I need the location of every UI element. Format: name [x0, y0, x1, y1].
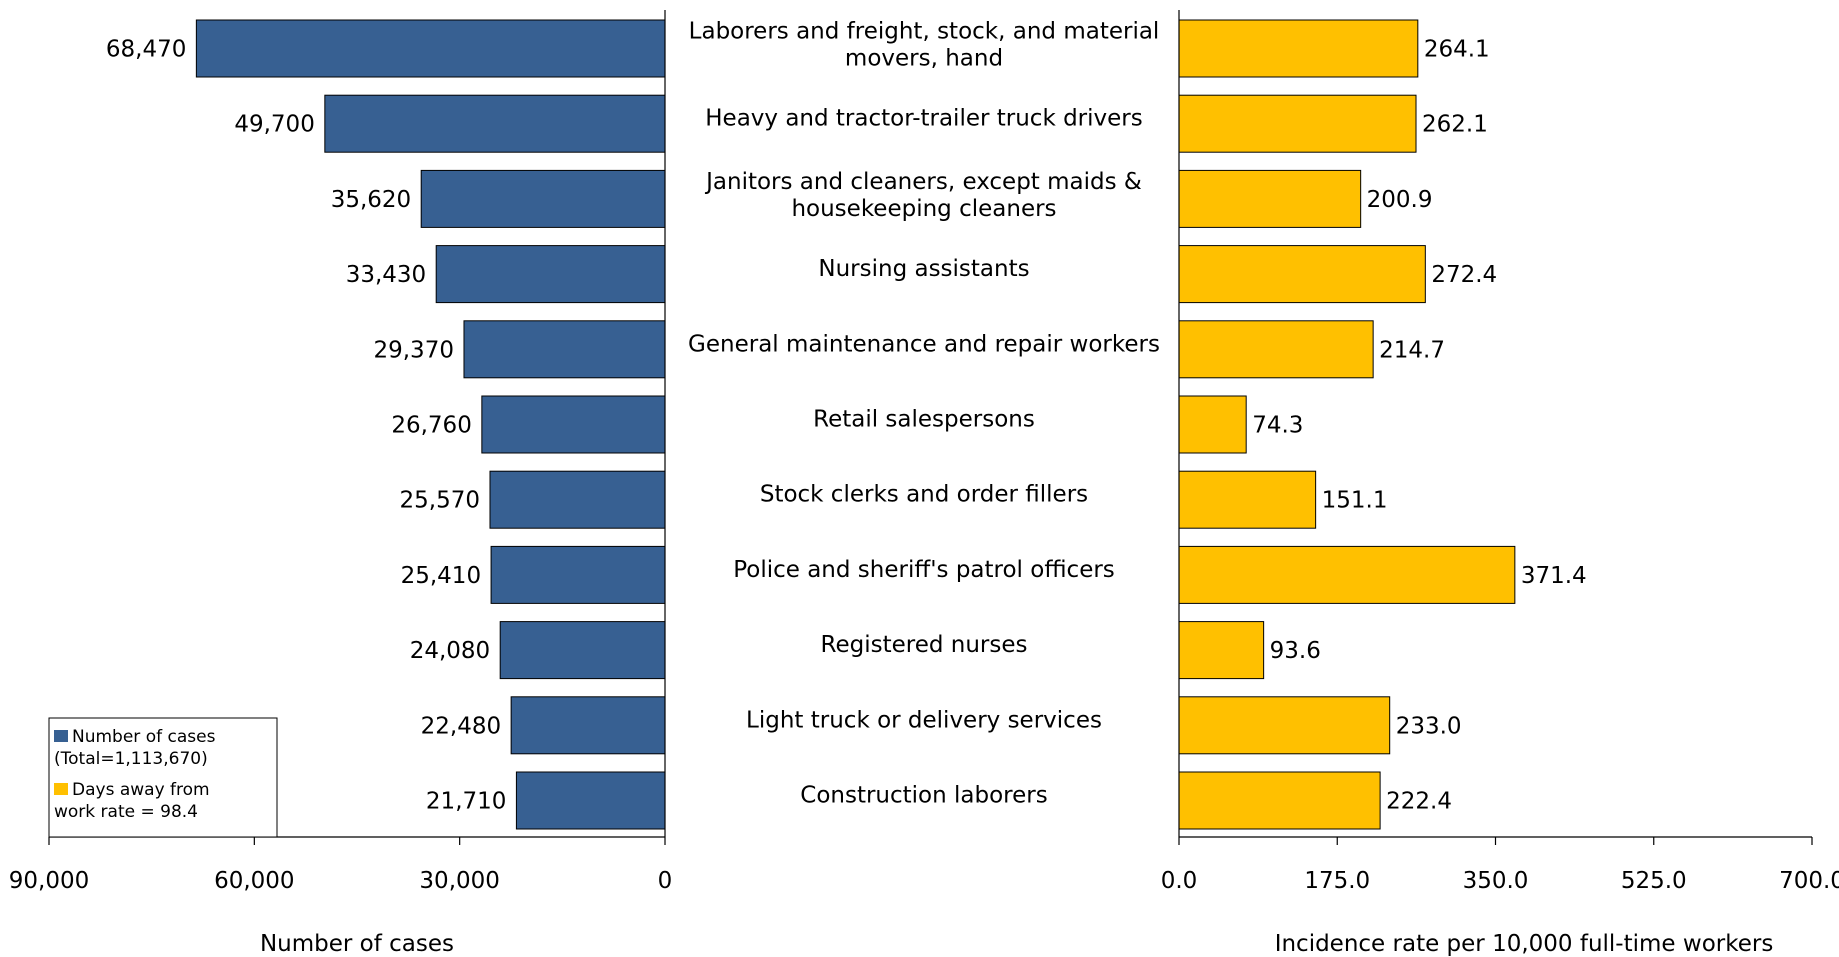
right-bar-label: 371.4 — [1521, 563, 1587, 589]
left-bar — [481, 395, 666, 454]
left-bar — [324, 94, 666, 153]
category-label: Registered nurses — [821, 632, 1028, 658]
left-bar-label: 49,700 — [234, 112, 314, 138]
right-bar-label: 151.1 — [1322, 488, 1388, 514]
right-bar — [1178, 19, 1419, 78]
legend-swatch-rate — [54, 783, 68, 795]
left-bar-label: 68,470 — [106, 37, 186, 63]
category-label: Police and sheriff's patrol officers — [733, 557, 1115, 583]
left-bar — [515, 771, 666, 830]
left-tick-label: 0 — [658, 868, 673, 894]
right-bar — [1178, 696, 1391, 755]
left-bar-label: 25,570 — [400, 488, 480, 514]
category-label: General maintenance and repair workers — [688, 331, 1160, 357]
category-labels-group: Laborers and freight, stock, and materia… — [688, 19, 1160, 809]
left-bar — [195, 19, 666, 78]
right-bar-label: 264.1 — [1424, 37, 1490, 63]
left-bar-label: 33,430 — [346, 262, 426, 288]
category-label: Light truck or delivery services — [746, 707, 1102, 733]
right-bar-label: 272.4 — [1431, 262, 1497, 288]
right-tick-label: 700.0 — [1779, 868, 1839, 894]
right-bar — [1178, 169, 1362, 228]
right-bars-group: 264.1 262.1 200.9 272.4 214.7 74.3 151.1 371.4 9… — [1178, 19, 1587, 830]
left-bar — [499, 621, 666, 680]
left-bar-label: 22,480 — [421, 713, 501, 739]
right-tick-label: 175.0 — [1304, 868, 1370, 894]
right-bar-label: 74.3 — [1252, 413, 1303, 439]
right-bar-label: 200.9 — [1367, 187, 1433, 213]
legend-swatch-cases — [54, 730, 68, 742]
right-tick-label: 525.0 — [1621, 868, 1687, 894]
category-label: Heavy and tractor-trailer truck drivers — [705, 106, 1142, 132]
left-bar — [510, 696, 666, 755]
left-bar-label: 29,370 — [373, 337, 453, 363]
category-label: Stock clerks and order fillers — [760, 482, 1088, 508]
right-axis-title: Incidence rate per 10,000 full-time work… — [1275, 931, 1774, 957]
left-bar-label: 24,080 — [410, 638, 490, 664]
left-tick-label: 30,000 — [419, 868, 499, 894]
left-bar-label: 26,760 — [391, 413, 471, 439]
left-bar — [489, 470, 666, 529]
legend-label: Days away from — [72, 780, 210, 800]
left-tick-label: 90,000 — [9, 868, 89, 894]
right-bar-label: 262.1 — [1422, 112, 1488, 138]
legend-label: Number of cases — [72, 727, 216, 747]
right-tick-label: 350.0 — [1463, 868, 1529, 894]
category-label: Janitors and cleaners, except maids & hou… — [704, 169, 1142, 222]
right-bar — [1178, 94, 1417, 153]
category-label: Retail salespersons — [813, 407, 1035, 433]
right-bar-label: 222.4 — [1386, 789, 1452, 815]
right-bar — [1178, 320, 1374, 379]
right-bar-label: 214.7 — [1379, 337, 1445, 363]
left-bar — [463, 320, 666, 379]
right-bar — [1178, 545, 1516, 604]
left-bars-group: 68,470 49,700 35,620 33,430 29,370 26,760 25,5… — [106, 19, 666, 830]
left-bar-label: 25,410 — [401, 563, 481, 589]
right-bar-label: 233.0 — [1396, 713, 1462, 739]
left-bar — [490, 545, 666, 604]
legend-label: work rate = 98.4 — [54, 802, 198, 822]
right-bar — [1178, 245, 1426, 304]
legend: Number of cases(Total=1,113,670) Days awa… — [48, 717, 278, 838]
left-tick-label: 60,000 — [214, 868, 294, 894]
legend-label: (Total=1,113,670) — [54, 749, 208, 769]
left-bar-label: 35,620 — [331, 187, 411, 213]
right-bar — [1178, 395, 1247, 454]
axes-group: 90,000 60,000 30,000 0 0.0 175.0 350.0 525.0 700… — [9, 10, 1839, 894]
left-bar-label: 21,710 — [426, 789, 506, 815]
category-label: Laborers and freight, stock, and materia… — [689, 19, 1160, 72]
right-bar — [1178, 470, 1317, 529]
left-axis-title: Number of cases — [260, 931, 454, 957]
right-bar — [1178, 771, 1381, 830]
right-tick-label: 0.0 — [1161, 868, 1198, 894]
right-bar — [1178, 621, 1265, 680]
right-bar-label: 93.6 — [1270, 638, 1321, 664]
left-bar — [435, 245, 666, 304]
category-label: Nursing assistants — [818, 256, 1029, 282]
category-label: Construction laborers — [800, 783, 1047, 809]
left-bar — [420, 169, 666, 228]
legend-box — [48, 717, 278, 838]
